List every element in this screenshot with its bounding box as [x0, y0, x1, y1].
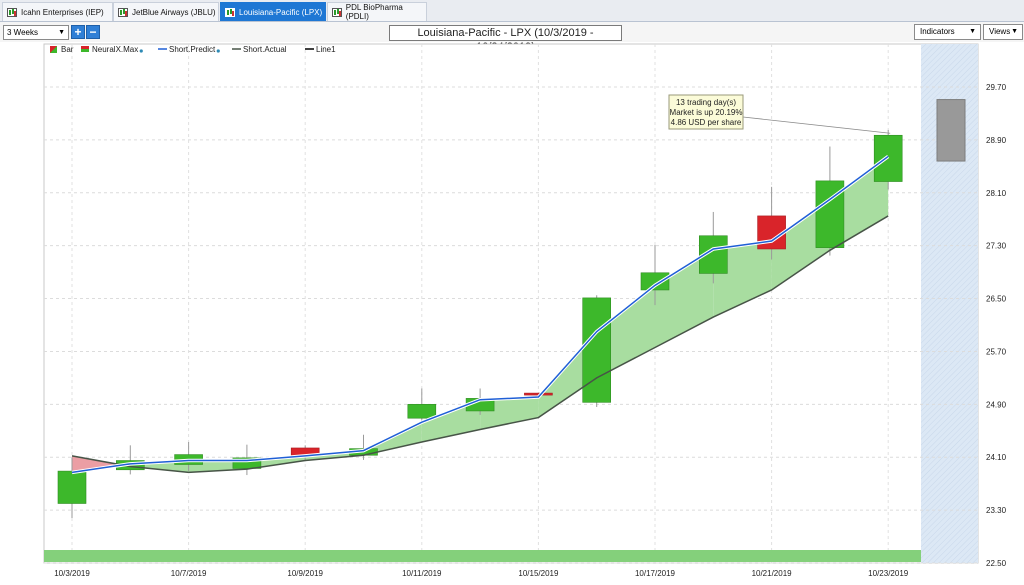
candle — [640, 245, 670, 306]
tab-label: Louisiana-Pacific (LPX) — [239, 7, 323, 17]
x-tick-label: 10/11/2019 — [402, 569, 442, 578]
indicators-dropdown[interactable]: Indicators ▼ — [914, 24, 981, 40]
annotation-text: 13 trading day(s) — [676, 98, 736, 107]
band-fill — [829, 156, 889, 251]
tab-label: JetBlue Airways (JBLU) — [132, 7, 216, 17]
short-actual-line — [71, 215, 889, 474]
zoom-out-button[interactable]: − — [86, 25, 100, 39]
period-value: 3 Weeks — [7, 28, 38, 37]
x-tick-label: 10/23/2019 — [868, 569, 909, 578]
y-tick-label: 22.50 — [986, 559, 1007, 568]
legend-swatch — [81, 46, 89, 49]
candle — [873, 129, 903, 190]
chevron-down-icon: ▼ — [58, 29, 65, 36]
toolbar: 3 Weeks ▼ + − Louisiana-Pacific - LPX (1… — [0, 22, 1024, 53]
band-fill — [713, 241, 772, 318]
candle-body — [407, 404, 437, 419]
legend-label: Short.Actual — [243, 45, 287, 54]
legend-label: Short.Predict — [169, 45, 216, 54]
y-tick-label: 25.70 — [986, 347, 1007, 356]
band-fill — [72, 455, 123, 473]
annotation-text: 4.86 USD per share — [671, 118, 742, 127]
tab-lpx[interactable]: Louisiana-Pacific (LPX) — [220, 2, 326, 21]
chart-title: Louisiana-Pacific - LPX (10/3/2019 - 10/… — [389, 25, 622, 53]
tab-pdli[interactable]: PDL BioPharma (PDLI) — [327, 2, 427, 21]
y-tick-label: 23.30 — [986, 506, 1007, 515]
indicators-label: Indicators — [920, 27, 955, 36]
y-tick-label: 27.30 — [986, 242, 1007, 251]
candle-body — [57, 470, 87, 504]
x-tick-label: 10/21/2019 — [752, 569, 793, 578]
plot-area — [43, 43, 979, 564]
x-tick-label: 10/17/2019 — [635, 569, 676, 578]
y-tick-label: 29.70 — [986, 83, 1007, 92]
legend-swatch — [81, 49, 89, 52]
legend-swatch — [50, 46, 57, 53]
legend-label: Bar — [61, 45, 74, 54]
candle-body — [582, 297, 612, 403]
legend-info-dot — [216, 49, 220, 53]
chart-icon — [332, 7, 342, 17]
period-select[interactable]: 3 Weeks ▼ — [3, 25, 69, 40]
annotation-pointer — [742, 116, 891, 134]
tab-iep[interactable]: Icahn Enterprises (IEP) — [2, 2, 113, 21]
tab-bar: Icahn Enterprises (IEP) JetBlue Airways … — [0, 0, 1024, 22]
x-tick-label: 10/7/2019 — [171, 569, 207, 578]
x-tick-label: 10/3/2019 — [54, 569, 90, 578]
band-fill — [480, 397, 539, 430]
band-fill — [771, 199, 830, 290]
y-tick-label: 26.50 — [986, 295, 1007, 304]
tab-label: PDL BioPharma (PDLI) — [345, 3, 403, 21]
chart-icon — [118, 7, 128, 17]
candle — [407, 388, 437, 424]
price-chart[interactable]: 29.70 28.90 28.10 27.30 26.50 25.70 24.90 24.10… — [0, 42, 1024, 585]
x-tick-label: 10/9/2019 — [287, 569, 323, 578]
band-fill — [538, 331, 597, 418]
views-label: Views — [989, 27, 1011, 36]
views-dropdown[interactable]: Views ▼ — [983, 24, 1023, 40]
y-tick-label: 28.90 — [986, 136, 1007, 145]
x-tick-label: 10/15/2019 — [518, 569, 559, 578]
annotation-box — [668, 94, 744, 130]
chart-icon — [225, 7, 235, 17]
short-predict-line — [71, 155, 889, 474]
prediction-range-box — [936, 99, 966, 162]
chevron-down-icon: ▼ — [969, 28, 976, 35]
zoom-in-button[interactable]: + — [71, 25, 85, 39]
candle — [57, 457, 87, 519]
band-fill — [421, 399, 481, 443]
chevron-down-icon: ▼ — [1011, 28, 1018, 35]
candle — [582, 295, 612, 407]
legend-info-dot — [139, 49, 143, 53]
y-tick-label: 24.10 — [986, 453, 1007, 462]
legend-label: NeuralX.Max — [92, 45, 138, 54]
tab-jblu[interactable]: JetBlue Airways (JBLU) — [113, 2, 219, 21]
legend-label: Line1 — [316, 45, 336, 54]
tab-label: Icahn Enterprises (IEP) — [21, 7, 104, 17]
y-tick-label: 24.90 — [986, 400, 1007, 409]
y-tick-label: 28.10 — [986, 189, 1007, 198]
band-fill — [246, 455, 306, 470]
volume-band — [44, 550, 921, 562]
band-fill — [655, 248, 714, 348]
annotation-text: Market is up 20.19% — [670, 108, 743, 117]
chart-icon — [7, 7, 17, 17]
candle-body — [640, 272, 670, 291]
